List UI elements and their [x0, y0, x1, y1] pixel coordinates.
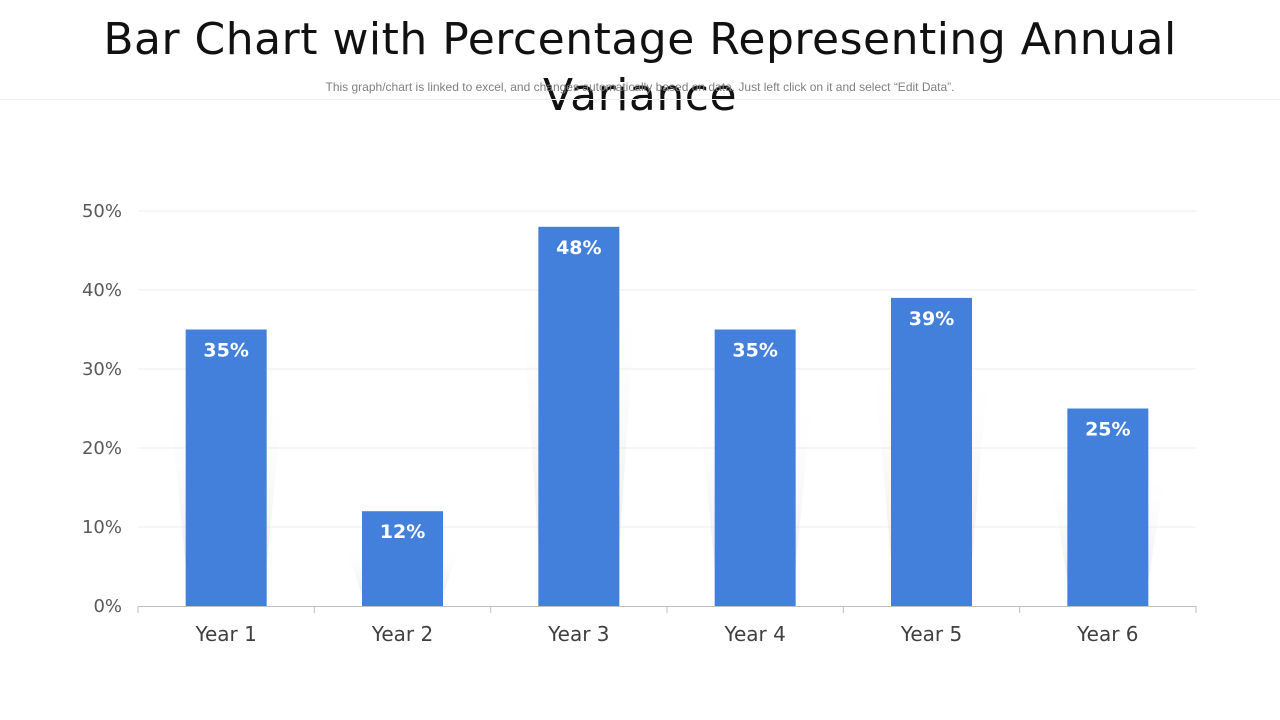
bars — [185, 226, 1149, 607]
bar-year-4[interactable] — [714, 329, 796, 607]
labels: 0% 10% 20% 30% 40% 50% 35% Year 1 12% Year 2 48% Ye… — [82, 201, 1139, 646]
bar-value-label: 25% — [1085, 419, 1130, 441]
y-tick-label: 20% — [82, 438, 122, 459]
page-title: Bar Chart with Percentage Representing A… — [103, 14, 1177, 121]
y-tick-label: 30% — [82, 359, 122, 380]
bar-year-5[interactable] — [891, 297, 972, 606]
x-tick-label: Year 6 — [1076, 622, 1138, 646]
header-divider — [0, 99, 1280, 100]
bar-value-label: 12% — [380, 521, 425, 543]
x-tick-label: Year 5 — [900, 622, 962, 646]
gridlines — [138, 210, 1196, 528]
y-tick-label: 40% — [82, 280, 122, 301]
bar-value-label: 35% — [732, 340, 777, 362]
bar-value-label: 39% — [909, 308, 954, 330]
x-tick-label: Year 2 — [371, 622, 433, 646]
bar-shadows — [168, 286, 1166, 606]
page-subtitle: This graph/chart is linked to excel, and… — [325, 80, 955, 94]
x-tick-label: Year 4 — [723, 622, 785, 646]
bar-year-6[interactable] — [1067, 408, 1149, 607]
y-tick-label: 0% — [93, 596, 122, 617]
bar-year-3[interactable] — [538, 226, 620, 607]
y-tick-label: 50% — [82, 201, 122, 222]
axes — [137, 606, 1197, 613]
x-tick-label: Year 1 — [194, 622, 256, 646]
bar-year-1[interactable] — [185, 329, 267, 607]
x-tick-label: Year 3 — [547, 622, 609, 646]
bar-value-label: 48% — [556, 237, 601, 259]
y-tick-label: 10% — [82, 517, 122, 538]
bar-value-label: 35% — [203, 340, 248, 362]
bar-year-2[interactable] — [362, 511, 443, 606]
